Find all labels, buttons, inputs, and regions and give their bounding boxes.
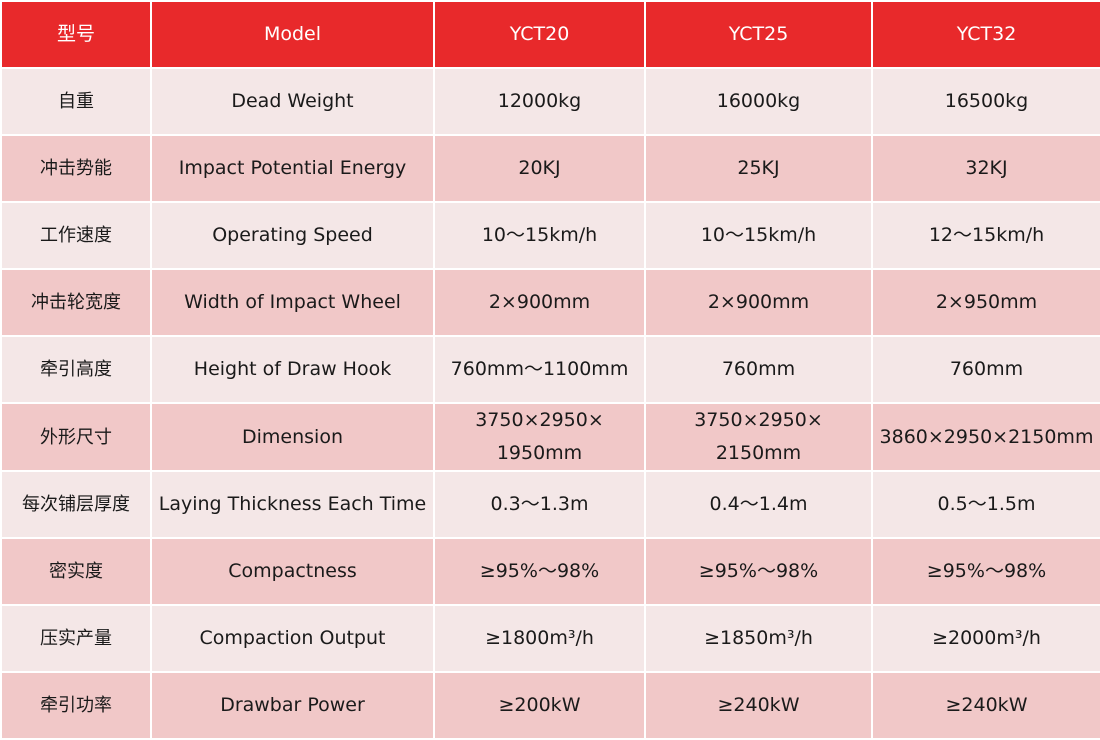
cell-yct20: ≥95%～98% [433,537,646,606]
row-label-en: Compactness [150,537,435,606]
cell-yct20: 12000kg [433,67,646,136]
cell-yct32: 32KJ [871,134,1100,203]
cell-yct25: 10～15km/h [644,201,873,270]
cell-yct20: 20KJ [433,134,646,203]
row-label-en: Drawbar Power [150,671,435,740]
cell-yct32: ≥240kW [871,671,1100,740]
header-row: 型号 Model YCT20 YCT25 YCT32 [0,0,1100,69]
row-impact-energy: 冲击势能 Impact Potential Energy 20KJ 25KJ 3… [0,134,1100,203]
cell-line: 3750×2950× [475,409,604,431]
row-label-zh: 牵引功率 [0,671,152,740]
row-label-en: Height of Draw Hook [150,335,435,404]
row-label-zh: 冲击轮宽度 [0,268,152,337]
cell-yct32: ≥2000m³/h [871,604,1100,673]
row-label-en: Dead Weight [150,67,435,136]
row-compaction-output: 压实产量 Compaction Output ≥1800m³/h ≥1850m³… [0,604,1100,673]
cell-yct32: 2×950mm [871,268,1100,337]
cell-yct25: 2×900mm [644,268,873,337]
cell-yct32: 16500kg [871,67,1100,136]
row-label-en: Dimension [150,402,435,472]
cell-yct20: 3750×2950× 1950mm [433,402,646,472]
header-zh: 型号 [0,0,152,69]
row-label-zh: 自重 [0,67,152,136]
header-model-yct32: YCT32 [871,0,1100,69]
cell-yct32: 760mm [871,335,1100,404]
cell-line: 1950mm [496,442,583,464]
row-label-en: Laying Thickness Each Time [150,470,435,539]
row-label-zh: 压实产量 [0,604,152,673]
row-drawbar-power: 牵引功率 Drawbar Power ≥200kW ≥240kW ≥240kW [0,671,1100,740]
cell-yct20: ≥200kW [433,671,646,740]
cell-yct20: 10～15km/h [433,201,646,270]
cell-line: 2150mm [715,442,802,464]
cell-yct25: ≥240kW [644,671,873,740]
row-label-en: Width of Impact Wheel [150,268,435,337]
row-label-zh: 牵引高度 [0,335,152,404]
row-label-en: Operating Speed [150,201,435,270]
cell-yct25: 760mm [644,335,873,404]
header-model-yct25: YCT25 [644,0,873,69]
row-label-zh: 外形尺寸 [0,402,152,472]
row-label-en: Compaction Output [150,604,435,673]
cell-yct32: 0.5～1.5m [871,470,1100,539]
row-compactness: 密实度 Compactness ≥95%～98% ≥95%～98% ≥95%～9… [0,537,1100,606]
cell-yct20: ≥1800m³/h [433,604,646,673]
row-wheel-width: 冲击轮宽度 Width of Impact Wheel 2×900mm 2×90… [0,268,1100,337]
row-label-zh: 冲击势能 [0,134,152,203]
row-laying-thickness: 每次铺层厚度 Laying Thickness Each Time 0.3～1.… [0,470,1100,539]
header-model-yct20: YCT20 [433,0,646,69]
row-label-zh: 密实度 [0,537,152,606]
cell-yct32: 12～15km/h [871,201,1100,270]
header-en: Model [150,0,435,69]
cell-yct32: 3860×2950×2150mm [871,402,1100,472]
row-dead-weight: 自重 Dead Weight 12000kg 16000kg 16500kg [0,67,1100,136]
cell-yct25: ≥1850m³/h [644,604,873,673]
cell-yct25: ≥95%～98% [644,537,873,606]
cell-line: 3750×2950× [694,409,823,431]
cell-yct20: 760mm～1100mm [433,335,646,404]
row-dimension: 外形尺寸 Dimension 3750×2950× 1950mm 3750×29… [0,402,1100,472]
cell-yct25: 0.4～1.4m [644,470,873,539]
cell-yct25: 3750×2950× 2150mm [644,402,873,472]
row-label-en: Impact Potential Energy [150,134,435,203]
row-label-zh: 工作速度 [0,201,152,270]
cell-yct32: ≥95%～98% [871,537,1100,606]
cell-yct25: 25KJ [644,134,873,203]
cell-yct20: 2×900mm [433,268,646,337]
row-label-zh: 每次铺层厚度 [0,470,152,539]
row-draw-hook-height: 牵引高度 Height of Draw Hook 760mm～1100mm 76… [0,335,1100,404]
cell-yct20: 0.3～1.3m [433,470,646,539]
row-operating-speed: 工作速度 Operating Speed 10～15km/h 10～15km/h… [0,201,1100,270]
cell-yct25: 16000kg [644,67,873,136]
